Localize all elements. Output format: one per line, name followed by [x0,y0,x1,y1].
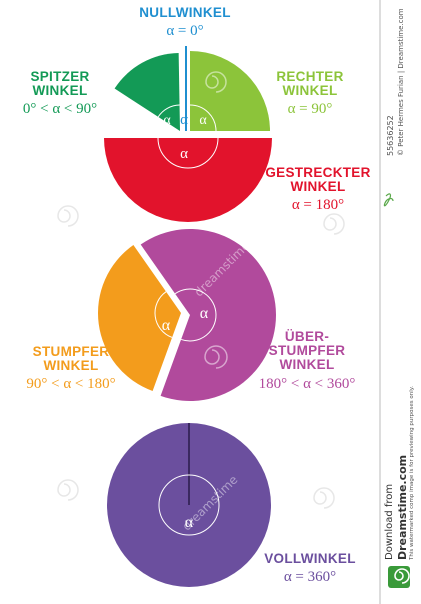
sidebar-download: Download from [384,483,395,560]
alpha-obtuse: α [162,317,171,334]
angle-group-middle: α α [97,229,276,401]
watermark-spiral-icon [57,205,79,227]
straight-angle-arc [157,137,219,169]
label-vollwinkel-formula: α = 360° [283,569,337,586]
reflex-angle-sector [140,229,276,401]
label-stumpfer-title2: WINKEL [43,358,99,374]
label-stumpfer-title1: STUMPFER [32,344,110,359]
label-ueberstumpfer-title2: STUMPFER [268,343,346,359]
watermark-spiral-icon [57,479,79,501]
label-gestreckter-title1: GESTRECKTER [265,165,371,180]
label-rechter-title2: WINKEL [282,83,338,99]
sidebar-notice: This watermarked comp image is for previ… [409,386,415,560]
alpha-zero: α [180,112,188,128]
label-ueberstumpfer: ÜBER- STUMPFER WINKEL 180° < α < 360° [240,329,374,392]
straight-angle-sector [104,138,272,222]
alpha-full: α [185,514,194,531]
label-ueberstumpfer-title3: WINKEL [279,357,335,373]
label-spitzer-formula: 0° < α < 90° [22,101,98,118]
reflex-angle-arc [174,288,217,342]
obtuse-angle-sector [97,245,181,391]
angle-group-top: α α α α [104,46,272,222]
label-stumpfer: STUMPFER WINKEL 90° < α < 180° [2,344,140,393]
sidebar-id: 55636252 [386,115,395,156]
label-spitzer-title1: SPITZER [30,69,90,84]
label-gestreckter-formula: α = 180° [291,197,345,214]
dreamstime-logo [388,566,410,588]
logo-spiral-icon [394,568,410,584]
label-rechter-formula: α = 90° [287,101,333,118]
full-angle-arc [158,474,220,536]
watermark-spiral-icon [323,213,345,235]
alpha-reflex: α [200,305,209,322]
label-spitzer-title2: WINKEL [32,83,88,99]
watermark-spirals [55,71,228,369]
label-nullwinkel-formula: α = 0° [166,23,204,40]
alpha-right: α [199,113,207,128]
watermark-spiral-icon [204,345,228,369]
label-ueberstumpfer-title1: ÜBER- [284,329,330,344]
angle-group-bottom: α [107,423,271,587]
watermark-spiral-icon [55,335,77,357]
sidebar-site: Dreamstime.com [396,454,409,560]
label-rechter-title1: RECHTER [276,69,344,84]
sidebar-credit: © Peter Hermes Furian | Dreamstime.com [397,8,405,156]
signature-icon [383,193,394,207]
acute-angle-arc [157,104,180,118]
right-angle-arc [189,104,217,132]
label-gestreckter: GESTRECKTER WINKEL α = 180° [262,165,374,214]
label-rechter: RECHTER WINKEL α = 90° [262,69,358,118]
watermark-spiral-icon [313,487,335,509]
label-vollwinkel-title: VOLLWINKEL [264,551,356,566]
watermark-spiral-icon [205,71,227,93]
label-gestreckter-title2: WINKEL [290,179,346,195]
obtuse-angle-arc [154,291,173,338]
label-nullwinkel-title: NULLWINKEL [139,5,231,20]
label-stumpfer-formula: 90° < α < 180° [26,376,116,393]
watermark-spirals-faint [57,205,345,509]
right-angle-sector [190,51,270,131]
acute-angle-sector [114,53,180,131]
label-vollwinkel: VOLLWINKEL α = 360° [258,551,362,586]
alpha-acute: α [163,113,171,128]
alpha-straight: α [180,146,188,162]
label-nullwinkel: NULLWINKEL α = 0° [135,5,235,40]
label-spitzer: SPITZER WINKEL 0° < α < 90° [4,69,116,118]
label-ueberstumpfer-formula: 180° < α < 360° [258,375,356,392]
